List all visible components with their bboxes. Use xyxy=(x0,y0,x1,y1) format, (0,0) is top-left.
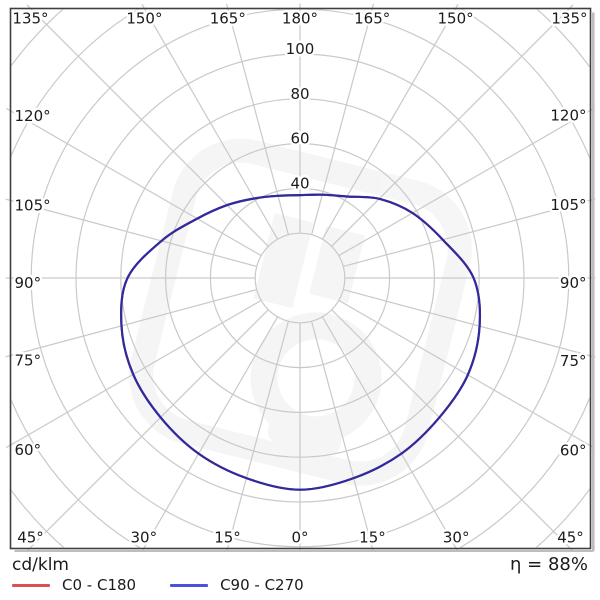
angle-label: 75° xyxy=(560,352,587,370)
legend-swatch-red-icon xyxy=(12,583,50,587)
angle-label: 90° xyxy=(560,274,587,292)
angle-label: 15° xyxy=(214,529,241,547)
chart-frame xyxy=(9,7,592,550)
radial-tick-label: 80 xyxy=(290,85,309,103)
curve-c90-c270 xyxy=(120,193,482,491)
legend-item-c0-c180: C0 - C180 xyxy=(12,576,136,594)
angle-label: 165° xyxy=(354,10,390,28)
legend-swatch-blue-icon xyxy=(170,583,209,587)
angle-label: 30° xyxy=(443,529,470,547)
angle-label: 45° xyxy=(557,529,584,547)
angle-label: 75° xyxy=(15,352,42,370)
angle-label: 135° xyxy=(551,10,587,28)
angle-label: 105° xyxy=(15,196,51,214)
legend: C0 - C180 C90 - C270 xyxy=(12,575,588,595)
radial-tick-label: 60 xyxy=(290,130,309,148)
unit-label: cd/klm xyxy=(12,555,69,575)
angle-label: 60° xyxy=(560,442,587,460)
polar-spokes xyxy=(5,3,596,554)
angle-label: 150° xyxy=(126,10,162,28)
angle-label: 120° xyxy=(550,106,586,124)
angle-label: 30° xyxy=(131,529,158,547)
efficiency-value: η = 88% xyxy=(510,554,588,575)
angle-label: 45° xyxy=(17,529,44,547)
angle-label: 90° xyxy=(15,274,42,292)
angle-label: 60° xyxy=(15,441,42,459)
polar-distribution-svg: 40 60 80 100 0° 15° 15° 30° 30° 45° 45° 60° 60° 75° 75… xyxy=(5,3,596,554)
angle-label: 0° xyxy=(291,529,308,547)
radial-tick-label: 40 xyxy=(290,174,309,192)
legend-label-c90-c270: C90 - C270 xyxy=(220,576,304,594)
angle-label: 135° xyxy=(12,10,48,28)
angle-label: 180° xyxy=(282,10,318,28)
angle-label: 105° xyxy=(550,196,586,214)
chart-footer: cd/klm η = 88% C0 - C180 C90 - C270 xyxy=(0,552,600,600)
polar-chart: 40 60 80 100 0° 15° 15° 30° 30° 45° 45° 60° 60° 75° 75… xyxy=(5,3,596,554)
legend-label-c0-c180: C0 - C180 xyxy=(62,576,137,594)
angle-label: 15° xyxy=(359,529,386,547)
legend-item-c90-c270: C90 - C270 xyxy=(170,576,304,594)
angle-label: 165° xyxy=(210,10,246,28)
radial-tick-label: 100 xyxy=(286,40,315,58)
angle-label: 150° xyxy=(438,10,474,28)
angle-label: 120° xyxy=(15,107,51,125)
